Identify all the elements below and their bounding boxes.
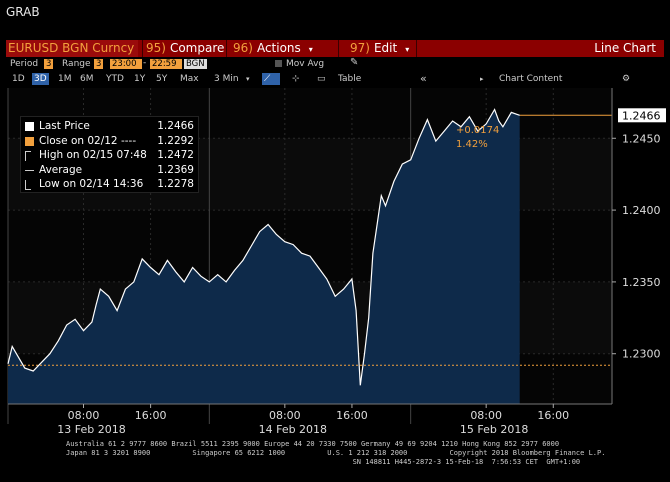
settings-gear-icon[interactable]: ⚙: [622, 74, 631, 84]
chart-content-button[interactable]: Chart Content: [499, 74, 563, 84]
y-tick-label: 1.2400: [622, 204, 661, 217]
collapse-left-icon[interactable]: «: [420, 72, 427, 85]
legend-row: High on 02/15 07:48 1.2472: [21, 148, 198, 162]
range-label: Range: [62, 59, 91, 69]
y-axis-ticks: 1.2300 1.2350 1.2400 1.2450: [612, 132, 661, 361]
y-tick-label: 1.2350: [622, 276, 661, 289]
legend-label: Average: [39, 163, 83, 176]
period-label: Period: [10, 59, 39, 69]
tab-3d[interactable]: 3D: [32, 73, 49, 85]
x-tick-label: 08:00: [68, 409, 100, 422]
legend-label: Close on 02/12 ----: [39, 134, 137, 147]
day-label: 13 Feb 2018: [57, 423, 125, 436]
edit-dropdown-icon: ▾: [405, 45, 410, 54]
range-value[interactable]: 3: [94, 59, 104, 69]
toolbar-separator: [416, 40, 417, 57]
table-button[interactable]: Table: [338, 74, 362, 84]
change-annotation: +0.0174: [456, 125, 499, 136]
tab-5y[interactable]: 5Y: [156, 74, 168, 84]
interval-select[interactable]: 3 Min: [214, 74, 239, 84]
legend-white-square-icon: [25, 122, 34, 131]
legend-orange-square-icon: [25, 136, 34, 146]
legend-value: 1.2466: [157, 120, 194, 132]
legend-average-line-icon: [25, 169, 34, 171]
x-tick-label: 08:00: [470, 409, 502, 422]
x-axis-ticks: 08:00 16:00 08:00 16:00 08:00 16:00 13 Feb 201…: [57, 404, 569, 436]
tab-1m[interactable]: 1M: [58, 74, 72, 84]
crosshair-icon[interactable]: ⊹: [292, 74, 300, 84]
toolbar-separator: [338, 40, 339, 57]
last-price-tag: 1.2466: [622, 109, 661, 122]
day-label: 15 Feb 2018: [460, 423, 528, 436]
actions-button[interactable]: 96) Actions ▾: [233, 40, 313, 57]
ticker-field[interactable]: EURUSD BGN Curncy: [6, 40, 138, 57]
day-label: 14 Feb 2018: [259, 423, 327, 436]
tab-max[interactable]: Max: [180, 74, 199, 84]
line-chart-icon[interactable]: ⟋: [262, 73, 280, 85]
y-tick-label: 1.2300: [622, 348, 661, 361]
edit-button[interactable]: 97) Edit ▾: [350, 40, 409, 57]
compare-number: 95): [146, 41, 166, 55]
legend-low-line-icon: [25, 180, 31, 190]
footer-line: Japan 81 3 3201 8900 Singapore 65 6212 1…: [66, 449, 606, 457]
mov-avg-label: Mov Avg: [286, 59, 325, 69]
tab-6m[interactable]: 6M: [80, 74, 94, 84]
mov-avg-checkbox[interactable]: [275, 60, 282, 67]
edit-label: Edit: [373, 41, 398, 55]
legend-value: 1.2292: [157, 134, 194, 147]
legend-row: Average 1.2369: [21, 163, 198, 177]
window-title: GRAB: [6, 5, 40, 19]
legend-row: Low on 02/14 14:36 1.2278: [21, 177, 198, 191]
legend-label: Last Price: [39, 120, 90, 132]
legend-label: Low on 02/14 14:36: [39, 178, 144, 190]
legend[interactable]: Last Price 1.2466 Close on 02/12 ---- 1.229…: [20, 116, 199, 193]
period-value[interactable]: 3: [44, 59, 54, 69]
tab-1y[interactable]: 1Y: [134, 74, 146, 84]
chart-content-arrow-icon: ▸: [480, 75, 484, 83]
legend-row: Last Price 1.2466: [21, 119, 198, 133]
legend-value: 1.2369: [157, 163, 194, 176]
price-area: [8, 109, 520, 404]
footer-line: Australia 61 2 9777 8600 Brazil 5511 239…: [66, 440, 560, 448]
footer-line: SN 148811 H445-2872-3 15-Feb-18 7:56:53 …: [66, 458, 581, 466]
compare-button[interactable]: 95) Compare: [146, 40, 224, 57]
tab-1d[interactable]: 1D: [12, 74, 25, 84]
interval-dropdown-icon[interactable]: ▾: [246, 75, 250, 83]
tab-ytd[interactable]: YTD: [106, 74, 124, 84]
y-tick-label: 1.2450: [622, 132, 661, 145]
x-tick-label: 16:00: [135, 409, 167, 422]
price-line: [7, 108, 520, 386]
legend-high-line-icon: [25, 151, 31, 161]
legend-label: High on 02/15 07:48: [39, 149, 147, 161]
legend-value: 1.2472: [157, 149, 194, 161]
compare-label: Compare: [169, 41, 225, 55]
x-tick-label: 08:00: [269, 409, 301, 422]
footer: Australia 61 2 9777 8600 Brazil 5511 239…: [66, 440, 605, 467]
legend-row: Close on 02/12 ---- 1.2292: [21, 134, 198, 148]
x-tick-label: 16:00: [537, 409, 569, 422]
actions-dropdown-icon: ▾: [308, 45, 313, 54]
end-time-field[interactable]: 22:59: [150, 59, 182, 69]
toolbar-separator: [142, 40, 143, 57]
chart-type-title[interactable]: Line Chart: [594, 41, 656, 55]
edit-number: 97): [350, 41, 370, 55]
source-field[interactable]: BGN: [184, 59, 207, 69]
start-time-field[interactable]: 23:00: [110, 59, 142, 69]
x-tick-label: 16:00: [336, 409, 368, 422]
actions-number: 96): [233, 41, 253, 55]
toolbar: EURUSD BGN Curncy 95) Compare 96) Actions ▾…: [6, 40, 664, 57]
change-pct-annotation: 1.42%: [456, 139, 488, 150]
actions-label: Actions: [256, 41, 301, 55]
toolbar-separator: [226, 40, 227, 57]
draw-tool-icon[interactable]: ▭: [317, 74, 326, 84]
last-price-tag-box: [618, 108, 666, 123]
pencil-icon[interactable]: ✎: [350, 57, 359, 68]
legend-value: 1.2278: [157, 178, 194, 190]
range-dash: -: [143, 58, 147, 68]
